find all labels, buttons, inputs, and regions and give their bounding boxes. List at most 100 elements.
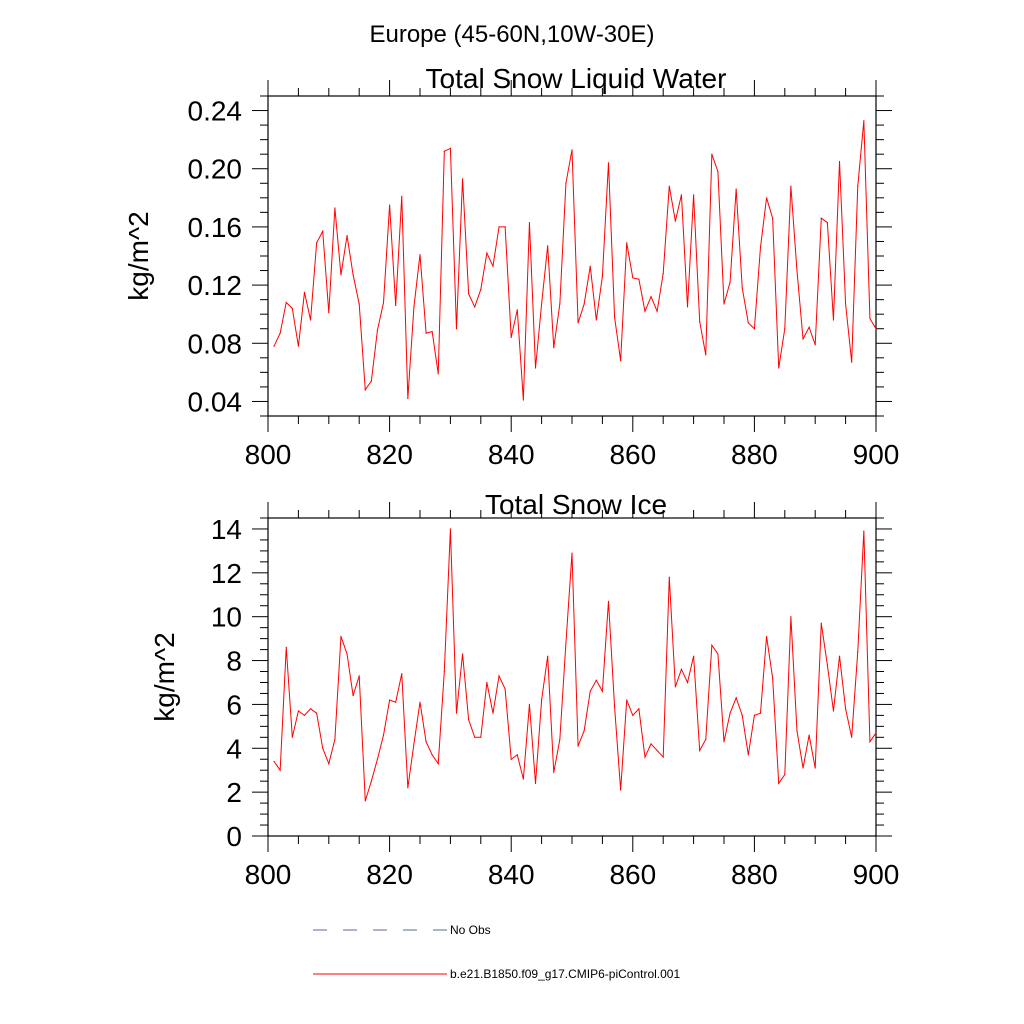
data-point — [644, 310, 646, 312]
data-point — [662, 272, 664, 275]
data-point — [613, 706, 616, 708]
data-point — [723, 741, 725, 743]
data-point — [534, 367, 537, 369]
data-point — [571, 552, 573, 554]
data-point — [534, 782, 537, 784]
data-point — [461, 178, 464, 180]
data-point — [674, 220, 676, 222]
data-point — [674, 686, 676, 688]
data-point — [686, 306, 689, 308]
data-point — [407, 787, 409, 789]
data-point — [784, 328, 786, 330]
data-point — [413, 743, 415, 745]
x-tick-label: 800 — [245, 439, 292, 470]
data-point — [285, 301, 287, 304]
data-point — [826, 221, 828, 224]
data-point — [401, 673, 403, 675]
data-point — [851, 361, 853, 363]
data-point — [279, 769, 281, 771]
chart-title: Total Snow Ice — [485, 489, 667, 520]
y-tick-label: 6 — [226, 689, 242, 720]
data-point — [358, 675, 360, 677]
data-point — [480, 736, 482, 738]
data-point — [589, 690, 591, 692]
data-point — [638, 708, 640, 710]
data-point — [389, 204, 391, 206]
data-point — [851, 736, 853, 738]
legend-model-label: b.e21.B1850.f09_g17.CMIP6-piControl.001 — [450, 967, 680, 981]
data-point — [425, 741, 427, 743]
data-point — [802, 338, 804, 340]
data-point — [389, 699, 391, 701]
data-point — [778, 367, 780, 369]
data-point — [565, 182, 567, 184]
data-point — [553, 771, 555, 774]
data-point — [869, 317, 871, 320]
data-point — [364, 389, 366, 391]
data-point — [309, 319, 312, 321]
data-point — [784, 773, 786, 776]
y-tick-label: 0.16 — [188, 212, 243, 243]
data-point — [340, 274, 342, 276]
data-point — [662, 756, 664, 758]
data-point — [699, 749, 701, 752]
data-point — [808, 734, 810, 736]
data-point — [729, 281, 731, 283]
x-tick-label: 840 — [488, 439, 535, 470]
data-point — [437, 373, 439, 375]
data-point — [832, 710, 835, 712]
data-point — [328, 312, 330, 314]
y-tick-label: 0 — [226, 821, 242, 852]
data-point — [869, 741, 871, 743]
data-point — [316, 712, 318, 714]
data-point — [303, 291, 306, 293]
panel-total-snow-ice: Total Snow Ice kg/m^2 800 820 840 860 880 900 0 2… — [149, 489, 899, 890]
data-point — [376, 329, 379, 331]
data-point — [693, 655, 695, 657]
data-point — [352, 274, 354, 276]
data-point — [820, 622, 822, 624]
data-point — [753, 328, 756, 330]
data-point — [790, 185, 792, 187]
data-point — [455, 328, 458, 330]
y-tick-label: 2 — [226, 777, 242, 808]
data-point — [607, 600, 610, 602]
data-point — [863, 530, 865, 532]
data-point — [607, 162, 610, 164]
data-point — [510, 758, 512, 760]
data-point — [765, 635, 768, 638]
data-point — [559, 303, 561, 305]
data-point — [291, 736, 293, 738]
x-tick-label: 880 — [731, 859, 778, 890]
data-point — [547, 655, 549, 657]
data-point — [650, 296, 652, 298]
x-tick-label: 840 — [488, 859, 535, 890]
data-point — [528, 221, 531, 224]
data-point — [449, 147, 451, 149]
data-point — [492, 265, 494, 267]
data-point — [717, 171, 719, 173]
data-point — [875, 732, 877, 734]
data-point — [680, 194, 683, 196]
data-point — [620, 360, 622, 362]
data-point — [772, 217, 774, 219]
legend-obs-label: No Obs — [450, 923, 491, 937]
data-point — [541, 303, 543, 305]
data-point — [772, 677, 774, 679]
data-point — [352, 695, 354, 697]
data-point — [407, 397, 409, 400]
data-point — [437, 763, 439, 765]
data-point — [820, 217, 822, 219]
data-point — [699, 320, 701, 323]
y-tick-label: 14 — [211, 514, 242, 545]
data-point — [845, 708, 847, 710]
data-point — [285, 646, 287, 648]
figure-suptitle: Europe (45-60N,10W-30E) — [369, 21, 654, 48]
data-point — [522, 399, 524, 401]
x-tick-label: 860 — [609, 439, 656, 470]
data-point — [759, 712, 762, 714]
data-point — [504, 688, 506, 690]
legend: No Obs b.e21.B1850.f09_g17.CMIP6-piContr… — [313, 923, 680, 981]
data-point — [838, 655, 841, 657]
data-point — [565, 642, 567, 644]
